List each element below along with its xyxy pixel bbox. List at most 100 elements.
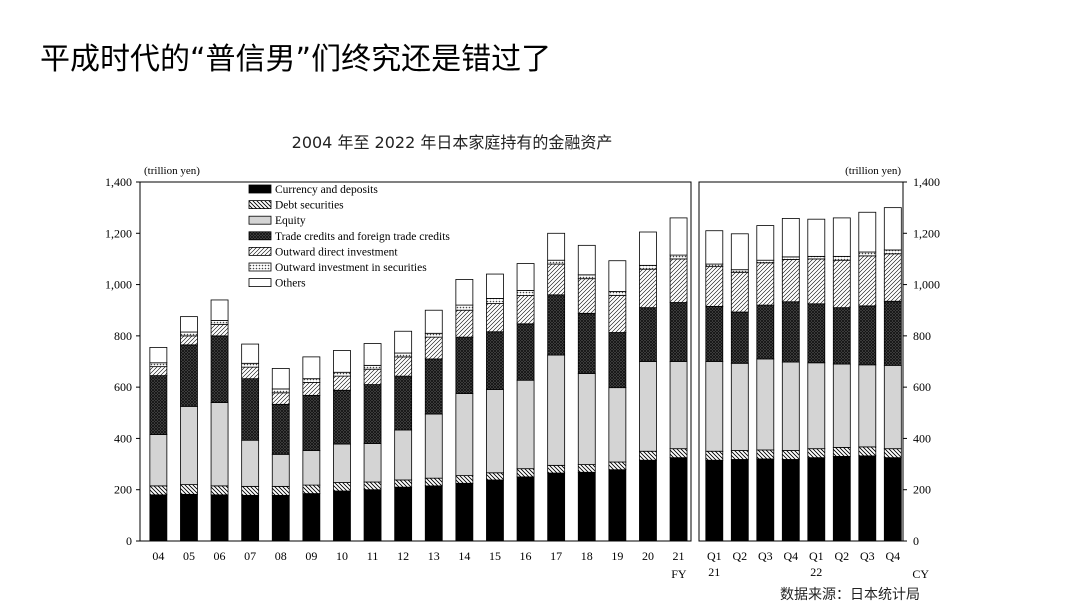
bar-segment [333,482,351,492]
x-tick-label: 06 [214,549,226,563]
x-axis-label: CY [912,567,929,581]
bar-segment [832,455,851,542]
bar-segment [858,446,877,457]
y-axis-unit-label: (trillion yen) [144,165,200,177]
bar-segment [781,450,800,460]
bar-stack [705,230,724,542]
bar-segment [241,494,260,542]
bar-segment [149,485,168,496]
bar-segment [807,218,826,257]
y-tick-label: 0 [126,534,132,548]
bar-stack [424,309,443,542]
bar-segment [333,375,351,391]
bar-stack [455,279,474,542]
bar-segment [547,354,566,466]
bar-segment [210,335,229,403]
bar-segment [577,464,596,473]
x-tick-label: Q3 [758,549,773,563]
legend-swatch [248,262,272,272]
y-tick-label: 200 [913,483,931,497]
y-tick-label: 1,200 [105,226,132,240]
bar-segment [883,448,902,459]
bar-segment [210,320,229,325]
bar-segment [455,336,474,394]
bar-segment [210,494,229,542]
bar-segment [807,448,826,459]
bar-segment [149,434,168,487]
bar-segment [486,479,504,542]
bar-stack [858,211,877,542]
bar-segment [210,299,229,321]
bar-segment [180,316,198,333]
bar-segment [639,264,657,270]
bar-segment [210,402,229,487]
y-tick-label: 400 [913,431,931,445]
x-tick-label: Q4 [885,549,900,563]
bar-segment [858,251,877,257]
bar-segment [639,268,657,309]
bar-segment [333,389,351,445]
bar-segment [180,405,198,485]
bar-segment [608,332,627,389]
bar-segment [302,493,321,542]
bar-segment [271,485,290,496]
bar-segment [669,361,688,450]
bar-segment [705,450,724,461]
y-tick-label: 1,000 [913,278,940,292]
bar-stack [577,244,596,542]
legend: Currency and deposits Debt securities Equi… [248,184,450,290]
bar-segment [832,447,851,457]
x-year-label: 22 [810,565,822,579]
bar-segment [363,368,382,385]
bar-segment [730,311,749,364]
bar-segment [858,305,877,366]
bar-segment [424,485,443,542]
bar-segment [455,482,474,542]
x-tick-label: 14 [458,549,470,563]
bar-segment [807,457,826,542]
bar-segment [149,494,168,542]
bar-segment [730,450,749,460]
bar-segment [180,335,198,346]
bar-segment [180,493,198,542]
bar-segment [363,443,382,483]
bar-segment [608,291,627,296]
bar-segment [149,362,168,368]
bar-segment [180,344,198,407]
bar-stack [807,218,826,542]
x-tick-label: 17 [550,549,562,563]
x-tick-label: 21 [673,549,685,563]
x-year-label: 21 [708,565,720,579]
bar-segment [271,453,290,487]
bar-segment [455,393,474,477]
source-note: 数据来源：日本统计局 [780,587,920,603]
y-tick-label: 1,000 [105,278,132,292]
bar-segment [516,295,535,325]
bar-segment [486,472,504,481]
y-tick-label: 1,400 [105,175,132,189]
legend-swatch [248,200,272,210]
legend-swatch [248,246,272,256]
plot-frame [698,181,904,542]
x-tick-label: 12 [397,549,409,563]
bar-segment [730,271,749,313]
bar-segment [608,260,627,292]
bar-segment [333,371,351,377]
bar-segment [577,471,596,542]
legend-swatch [248,215,272,225]
bar-segment [363,364,382,370]
bar-segment [858,455,877,542]
legend-label: Others [275,278,306,290]
bar-segment [781,301,800,363]
bar-segment [394,375,413,431]
bar-stack [394,330,413,542]
bar-segment [756,449,775,460]
bar-stack [832,217,851,542]
bar-segment [756,458,775,542]
x-tick-label: Q4 [783,549,798,563]
bar-segment [781,218,800,258]
bar-segment [394,479,413,488]
x-tick-label: Q3 [860,549,875,563]
bar-segment [547,263,566,296]
x-tick-label: 20 [642,549,654,563]
